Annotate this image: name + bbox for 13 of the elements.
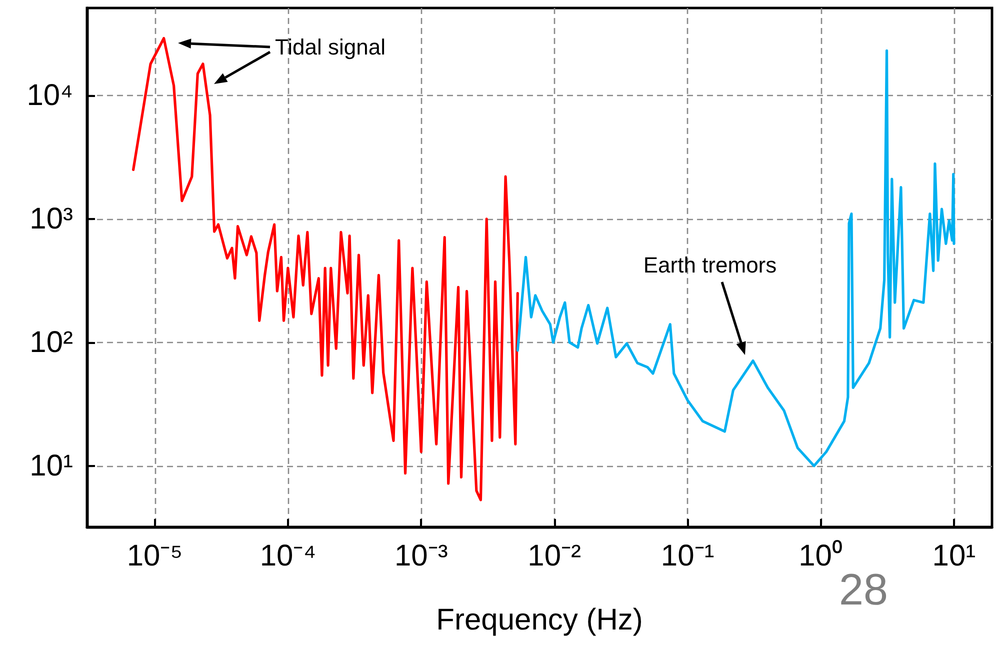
x-axis-title: Frequency (Hz) [436,604,643,636]
annotation: Earth tremors [643,252,777,278]
x-tick-label: 10¹ [932,540,976,572]
x-tick-label: 10⁻⁴ [260,540,316,572]
x-tick-label: 10⁻³ [394,540,448,572]
x-tick-label: 10⁻⁵ [126,540,183,572]
x-tick-label: 10⁻² [528,540,582,572]
annotation: Tidal signal [275,34,386,60]
y-tick-label: 10¹ [30,449,74,482]
x-tick-label: 10⁻¹ [660,540,714,572]
y-tick-label: 10⁴ [26,78,73,112]
y-tick-label: 10² [30,326,74,359]
y-tick-label: 10³ [30,202,74,236]
